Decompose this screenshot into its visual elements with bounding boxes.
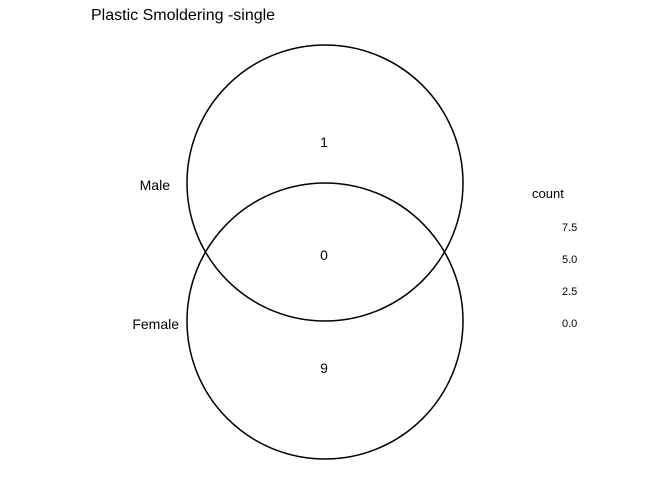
female-set-label: Female <box>132 316 179 332</box>
male-set-label: Male <box>140 177 171 193</box>
male-set-circle <box>186 44 464 322</box>
male-only-count: 1 <box>320 134 328 150</box>
legend-tick-label: 0.0 <box>562 318 577 330</box>
intersection-count: 0 <box>320 247 328 263</box>
legend-title: count <box>532 186 564 201</box>
count-legend: count 7.5 5.0 2.5 0.0 <box>532 186 577 330</box>
legend-tick-label: 2.5 <box>562 286 577 298</box>
legend-tick-label: 7.5 <box>562 222 577 234</box>
female-set-circle <box>186 182 464 460</box>
female-only-count: 9 <box>320 360 328 376</box>
legend-tick-label: 5.0 <box>562 254 577 266</box>
chart-title: Plastic Smoldering -single <box>91 7 276 24</box>
